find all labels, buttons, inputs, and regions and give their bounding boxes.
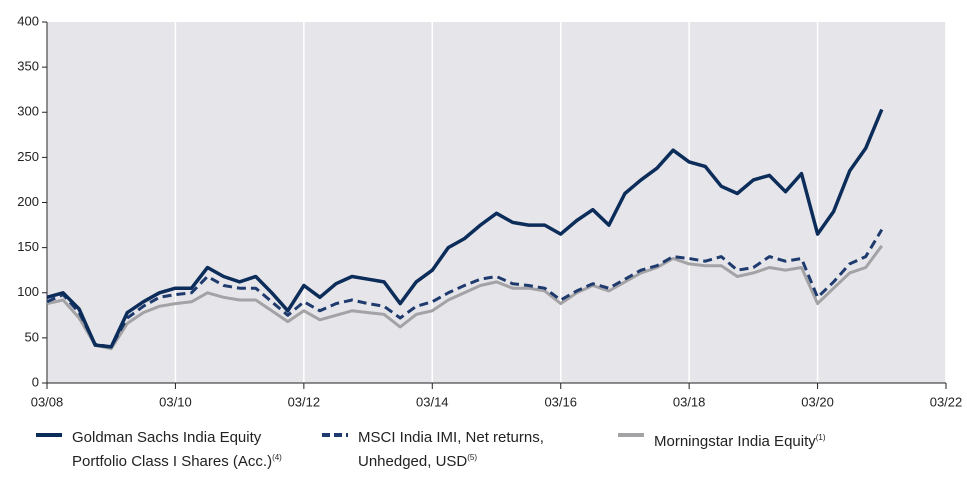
series-line — [46, 244, 884, 351]
legend-label: Morningstar India Equity(1) — [654, 428, 914, 452]
plot-area — [47, 22, 946, 383]
legend-note: (5) — [467, 453, 478, 462]
legend-item: MSCI India IMI, Net returns, Unhedged, U… — [322, 428, 588, 472]
legend-text: Goldman Sachs India Equity Portfolio Cla… — [72, 429, 273, 470]
legend-text: MSCI India IMI, Net returns, Unhedged, U… — [358, 429, 544, 470]
series-line — [46, 108, 884, 349]
y-tick-label: 350 — [17, 59, 39, 74]
legend-swatch — [618, 433, 644, 437]
y-tick-label: 150 — [17, 239, 39, 254]
legend-note: (4) — [272, 453, 282, 462]
y-tick-label: 0 — [32, 374, 39, 389]
y-tick-label: 50 — [25, 329, 39, 344]
x-tick-label: 03/12 — [288, 394, 321, 409]
legend: Goldman Sachs India Equity Portfolio Cla… — [36, 428, 956, 472]
chart: 03/08 03/10 03/12 03/14 03/16 03/18 03/20 03/22… — [17, 13, 963, 409]
legend-item: Goldman Sachs India Equity Portfolio Cla… — [36, 428, 292, 472]
y-tick-label: 400 — [17, 13, 39, 28]
x-tick-label: 03/22 — [930, 394, 963, 409]
y-tick-label: 250 — [17, 149, 39, 164]
legend-swatch — [36, 433, 62, 437]
legend-label: Goldman Sachs India Equity Portfolio Cla… — [72, 428, 292, 472]
legend-item: Morningstar India Equity(1) — [618, 428, 914, 472]
x-tick-label: 03/14 — [416, 394, 449, 409]
x-tick-label: 03/08 — [31, 394, 64, 409]
legend-text: Morningstar India Equity — [654, 433, 816, 450]
y-tick-label: 300 — [17, 104, 39, 119]
legend-label: MSCI India IMI, Net returns, Unhedged, U… — [358, 428, 588, 472]
x-tick-label: 03/16 — [544, 394, 577, 409]
x-tick-label: 03/18 — [673, 394, 706, 409]
y-tick-label: 200 — [17, 194, 39, 209]
y-tick-label: 100 — [17, 284, 39, 299]
series-line — [46, 228, 884, 349]
legend-note: (1) — [815, 433, 826, 442]
x-tick-label: 03/20 — [801, 394, 834, 409]
x-tick-label: 03/10 — [159, 394, 192, 409]
legend-swatch — [322, 433, 348, 437]
